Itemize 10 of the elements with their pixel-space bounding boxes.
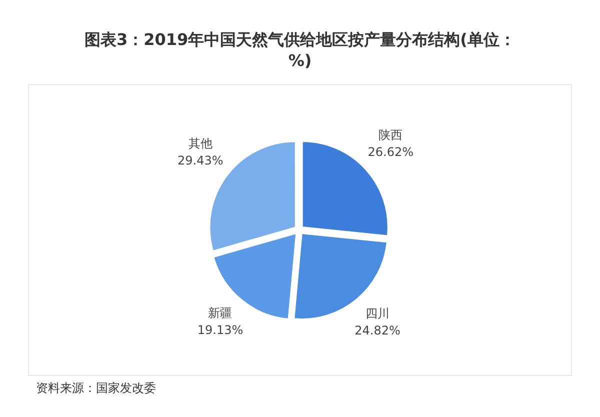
data-label: 19.13% — [197, 323, 244, 338]
data-label: 24.82% — [354, 323, 400, 338]
slice-label: 新疆 — [208, 306, 232, 320]
data-label: 26.62% — [368, 145, 414, 160]
slice-label: 四川 — [366, 306, 390, 320]
chart-title: 图表3：2019年中国天然气供给地区按产量分布结构(单位：%) — [84, 30, 516, 70]
slice-label: 陕西 — [378, 128, 403, 142]
text: 资料来源：国家发改委 — [36, 380, 157, 397]
slice-label: 其他 — [188, 136, 212, 151]
data-label: 29.43% — [178, 154, 224, 168]
